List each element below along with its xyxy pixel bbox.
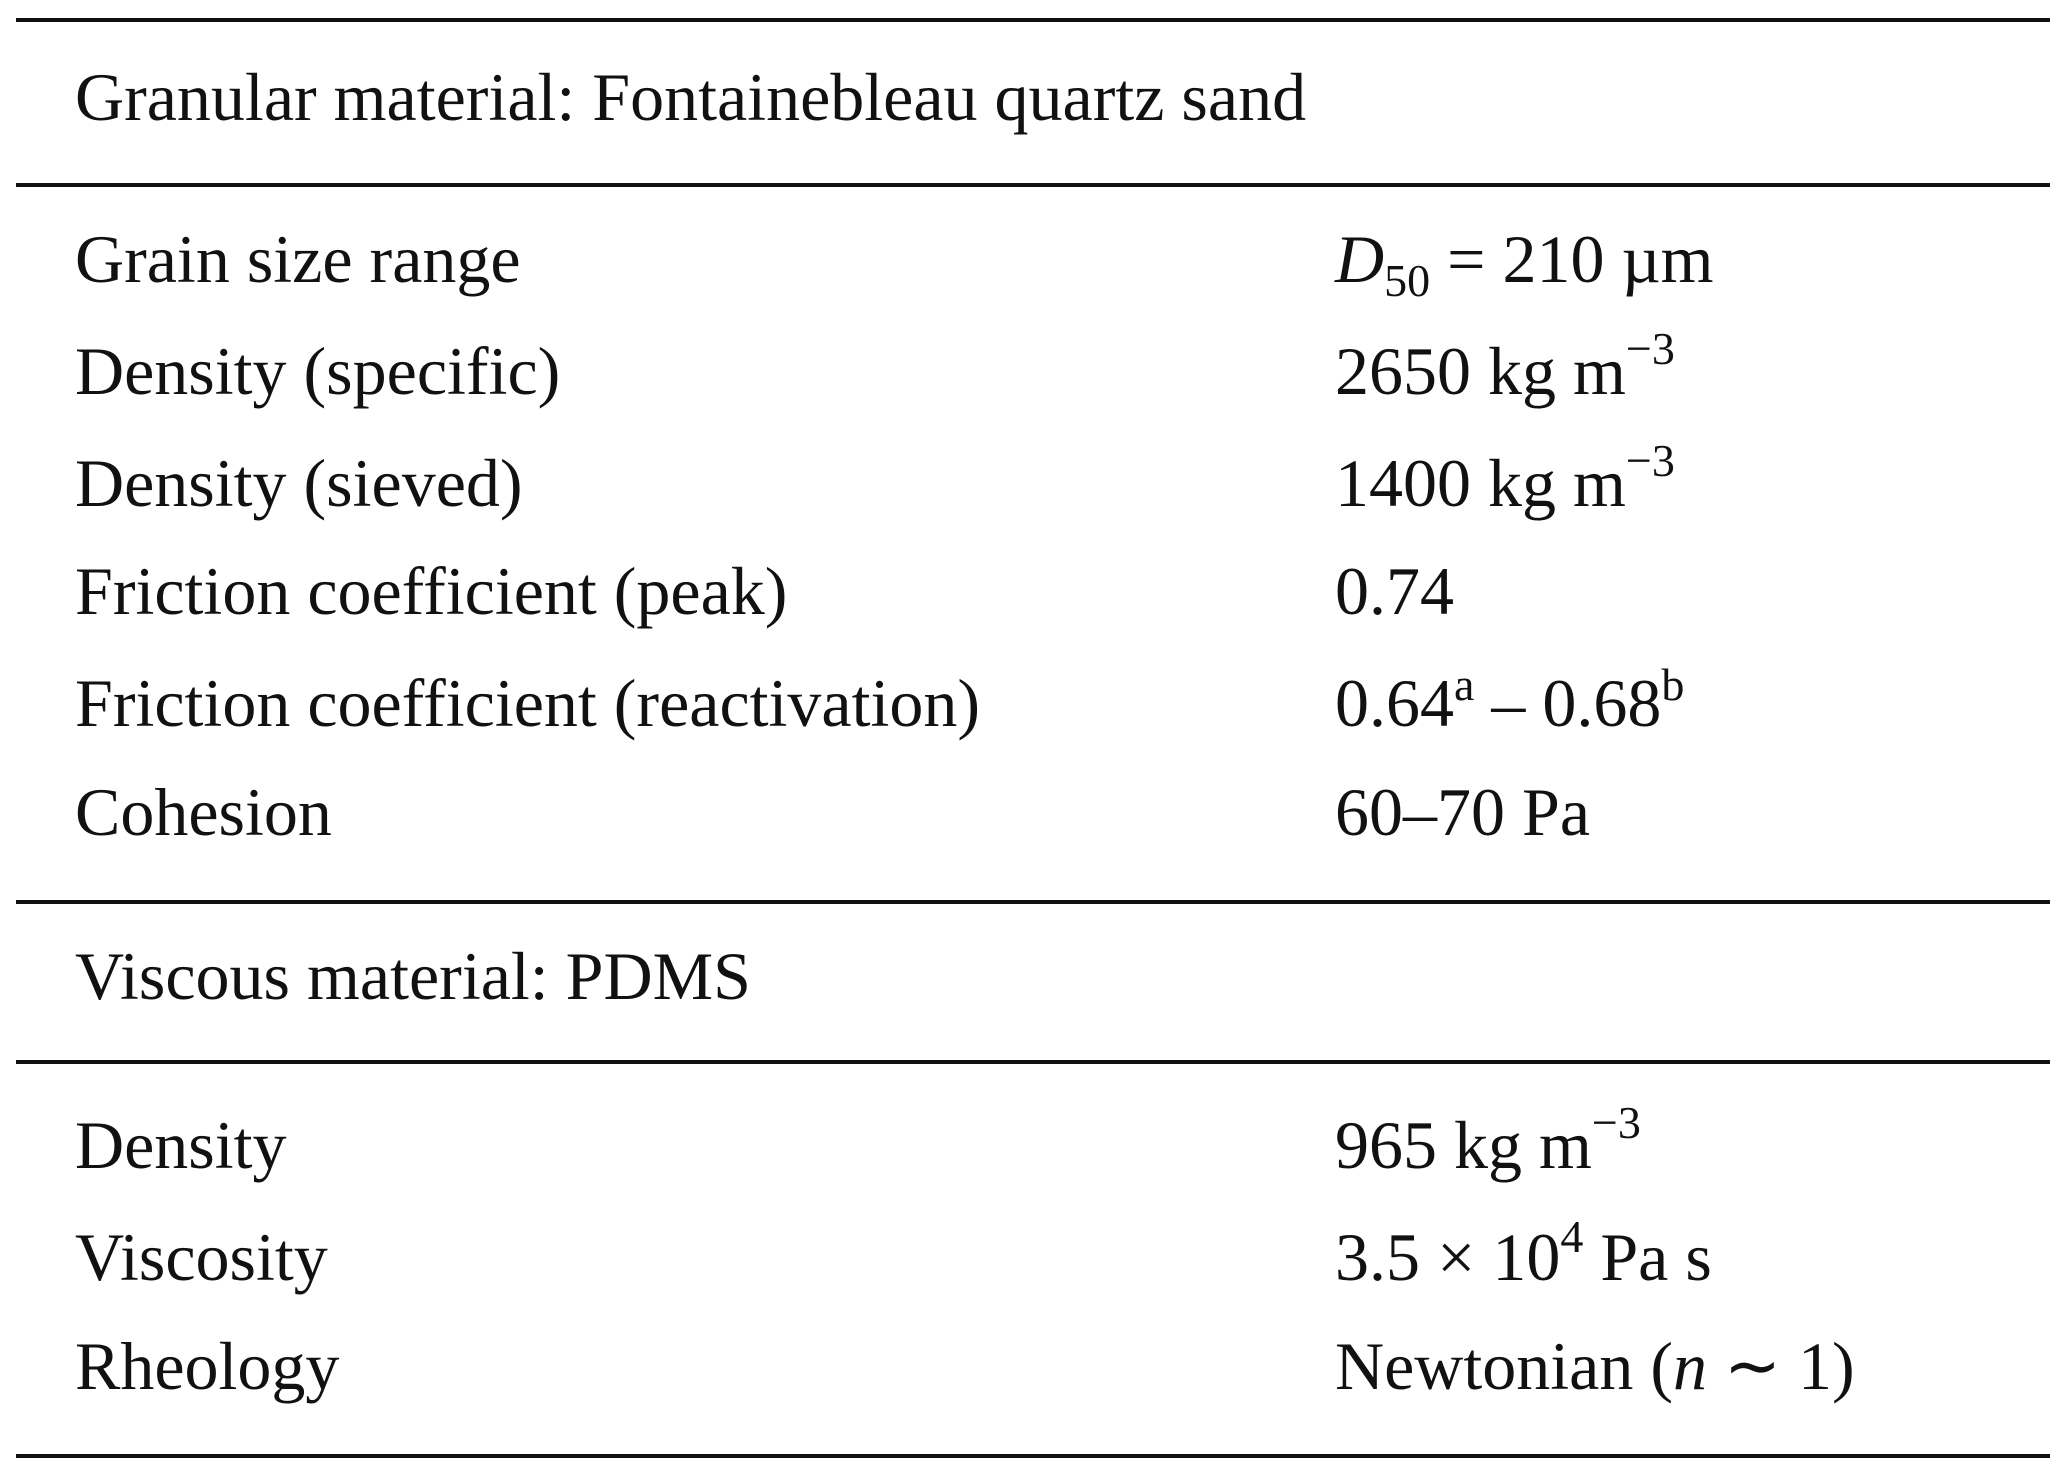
- row-value: 1400 kg m−3: [1335, 435, 1675, 521]
- value-subscript: 50: [1384, 255, 1430, 306]
- value-superscript: −3: [1626, 323, 1675, 374]
- row-value: 2650 kg m−3: [1335, 323, 1675, 409]
- row-label: Density (specific): [75, 333, 560, 409]
- value-superscript: 4: [1560, 1211, 1583, 1262]
- row-value: 0.74: [1335, 553, 1454, 629]
- row-label: Viscosity: [75, 1219, 328, 1295]
- row-value: 965 kg m−3: [1335, 1097, 1641, 1183]
- row-label: Grain size range: [75, 221, 521, 297]
- row-label: Cohesion: [75, 774, 332, 850]
- value-part: 3.5 × 10: [1335, 1219, 1560, 1295]
- value-superscript: −3: [1592, 1097, 1641, 1148]
- value-part: – 0.68: [1474, 665, 1661, 741]
- value-part: 0.74: [1335, 553, 1454, 629]
- row-value: D50 = 210 µm: [1334, 221, 1714, 306]
- row-value: 0.64a – 0.68b: [1335, 659, 1684, 741]
- section-heading: Viscous material: PDMS: [75, 938, 751, 1014]
- row-value: Newtonian (n ∼ 1): [1335, 1328, 1855, 1404]
- value-superscript: b: [1661, 659, 1684, 710]
- value-part: 965 kg m: [1335, 1107, 1592, 1183]
- section-heading: Granular material: Fontainebleau quartz …: [75, 59, 1306, 135]
- value-part: 2650 kg m: [1335, 333, 1626, 409]
- row-label: Rheology: [75, 1328, 339, 1404]
- value-part: Newtonian (: [1335, 1328, 1673, 1404]
- value-part: D: [1334, 221, 1384, 297]
- value-part: = 210 µm: [1430, 221, 1713, 297]
- row-value: 3.5 × 104 Pa s: [1335, 1211, 1712, 1295]
- value-superscript: −3: [1626, 435, 1675, 486]
- row-label: Density: [75, 1107, 287, 1183]
- value-part: n: [1673, 1328, 1707, 1404]
- row-label: Friction coefficient (reactivation): [75, 665, 980, 741]
- value-part: Pa s: [1583, 1219, 1711, 1295]
- value-part: 60–70 Pa: [1335, 774, 1590, 850]
- row-value: 60–70 Pa: [1335, 774, 1590, 850]
- value-part: ∼ 1): [1707, 1328, 1855, 1404]
- value-part: 0.64: [1335, 665, 1454, 741]
- row-label: Friction coefficient (peak): [75, 553, 787, 629]
- row-label: Density (sieved): [75, 445, 523, 521]
- value-superscript: a: [1454, 659, 1474, 710]
- value-part: 1400 kg m: [1335, 445, 1626, 521]
